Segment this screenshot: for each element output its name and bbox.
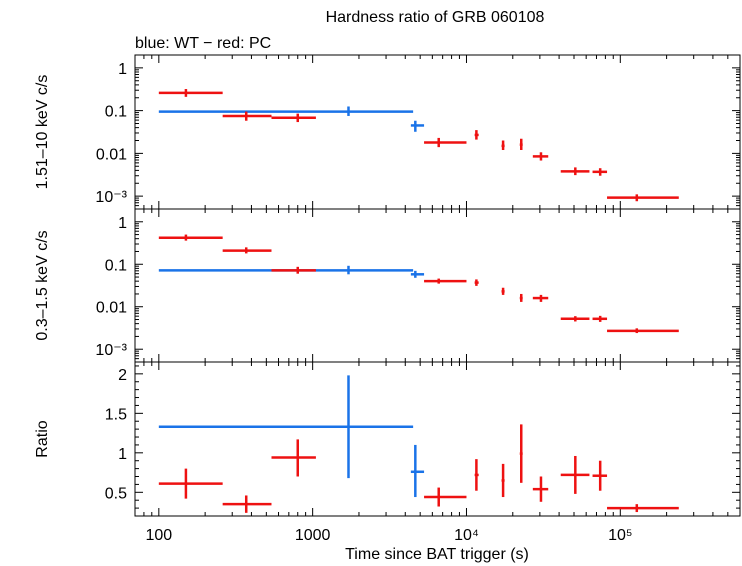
- plot-frame: [134, 54, 741, 210]
- chart-subtitle: blue: WT − red: PC: [135, 35, 271, 52]
- y-tick-label: 10⁻³: [95, 189, 127, 206]
- chart-title: Hardness ratio of GRB 060108: [326, 9, 545, 26]
- x-axis-label: Time since BAT trigger (s): [345, 546, 529, 563]
- y-axis-label: Ratio: [34, 420, 51, 457]
- y-tick-label: 0.1: [105, 257, 127, 274]
- y-tick-label: 1: [118, 215, 127, 232]
- x-tick-label: 1000: [295, 527, 331, 544]
- y-tick-label: 1: [118, 61, 127, 78]
- y-tick-label: 0.01: [96, 146, 127, 163]
- y-tick-label: 10⁻³: [95, 342, 127, 359]
- y-axis-label: 0.3–1.5 keV c/s: [34, 230, 51, 340]
- panel-ratio: 0.5 1 1.5 2 Ratio: [34, 361, 741, 517]
- x-tick-label: 100: [145, 527, 172, 544]
- y-tick-label: 2: [118, 367, 127, 384]
- y-tick-label: 0.01: [96, 300, 127, 317]
- plot-frame: [134, 208, 741, 363]
- y-tick-label: 0.1: [105, 104, 127, 121]
- y-tick-label: 1: [118, 446, 127, 463]
- y-tick-label: 1.5: [105, 406, 127, 423]
- panel-soft: 1 0.1 0.01 10⁻³ 0.3–1.5 keV c/s: [34, 208, 741, 363]
- y-axis-label: 1.51–10 keV c/s: [34, 75, 51, 190]
- panel-hard: 1 0.1 0.01 10⁻³ 1.51–10 keV c/s: [34, 54, 741, 210]
- x-tick-label: 10⁴: [454, 527, 479, 544]
- y-tick-label: 0.5: [105, 485, 127, 502]
- x-tick-label: 10⁵: [608, 527, 632, 544]
- plot-frame: [134, 361, 741, 517]
